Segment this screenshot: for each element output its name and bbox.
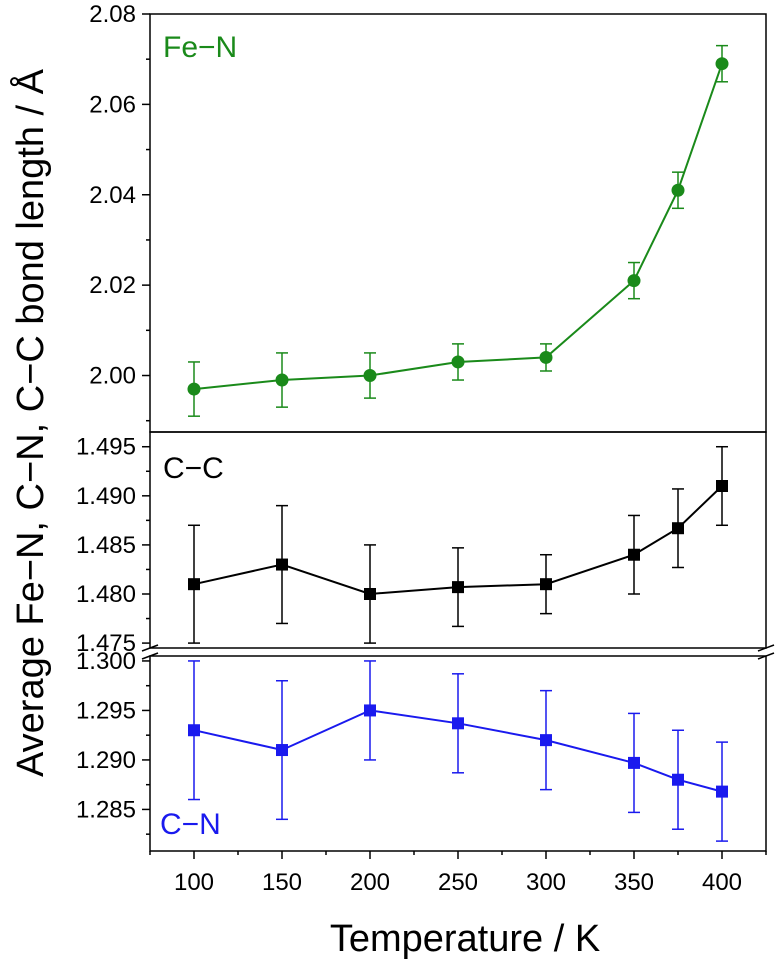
series-label: C−N <box>160 808 221 841</box>
x-tick-label: 400 <box>702 869 742 896</box>
y-tick-label: 1.480 <box>76 581 136 608</box>
y-tick-label: 2.00 <box>89 363 136 390</box>
break-mark <box>757 652 775 660</box>
series-line <box>193 63 723 391</box>
data-point <box>276 558 288 571</box>
data-point <box>276 744 288 757</box>
y-tick-label: 1.485 <box>76 532 136 559</box>
data-point <box>715 57 729 71</box>
data-point <box>671 183 685 197</box>
series-label: C−C <box>163 452 224 485</box>
y-tick-label: 1.285 <box>76 796 136 823</box>
x-tick-label: 350 <box>614 869 654 896</box>
y-tick-label: 2.06 <box>89 91 136 118</box>
y-tick-label: 1.475 <box>76 630 136 657</box>
break-mark <box>141 652 159 660</box>
data-point <box>627 274 641 288</box>
data-point <box>452 717 464 730</box>
panels: 2.002.022.042.062.08Fe−N1.4751.4801.4851… <box>76 1 729 842</box>
panel-frame-1 <box>149 431 767 649</box>
y-axis-title: Average Fe−N, C−N, C−C bond length / Å <box>8 68 52 777</box>
y-tick-label: 2.04 <box>89 182 136 209</box>
series-line <box>193 485 723 596</box>
y-tick-label: 1.295 <box>76 697 136 724</box>
data-point <box>188 724 200 737</box>
data-point <box>364 588 376 600</box>
y-tick-label: 2.08 <box>89 1 136 28</box>
data-point <box>539 350 553 364</box>
y-tick-label: 2.02 <box>89 272 136 299</box>
x-tick-label: 100 <box>174 869 214 896</box>
data-point <box>363 369 377 383</box>
series-label: Fe−N <box>163 31 237 64</box>
x-tick-label: 300 <box>526 869 566 896</box>
break-gap <box>149 649 767 655</box>
data-point <box>672 773 684 786</box>
x-tick-label: 150 <box>262 869 302 896</box>
break-mark <box>141 644 159 652</box>
data-point <box>364 704 376 717</box>
x-axis: 100 150 200 250 300 350 400 <box>149 851 767 896</box>
data-point <box>716 480 728 492</box>
data-point <box>540 578 552 591</box>
panel-1: 1.475 1.480 1.485 1.490 1.495 C−C <box>76 434 728 657</box>
data-point <box>451 355 465 369</box>
data-point <box>452 581 464 594</box>
data-point <box>672 522 684 535</box>
break-mark <box>757 644 775 652</box>
data-point <box>628 756 640 769</box>
y-tick-label: 1.300 <box>76 648 136 675</box>
axis-break-marks <box>141 644 775 660</box>
x-tick-label: 200 <box>350 869 390 896</box>
x-axis-title: Temperature / K <box>330 918 600 960</box>
data-point <box>540 734 552 747</box>
data-point <box>187 382 201 396</box>
data-point <box>188 578 200 591</box>
y-tick-label: 1.290 <box>76 747 136 774</box>
y-tick-label: 1.490 <box>76 483 136 510</box>
data-point <box>275 373 289 387</box>
x-tick-label: 250 <box>438 869 478 896</box>
series-line <box>193 709 723 793</box>
panel-2: 1.285 1.290 1.295 1.300 C−N <box>76 648 728 842</box>
data-point <box>716 785 728 798</box>
data-point <box>628 548 640 561</box>
y-tick-label: 1.495 <box>76 434 136 461</box>
panel-0: 2.00 2.02 2.04 2.06 2.08 Fe−N <box>89 1 729 422</box>
